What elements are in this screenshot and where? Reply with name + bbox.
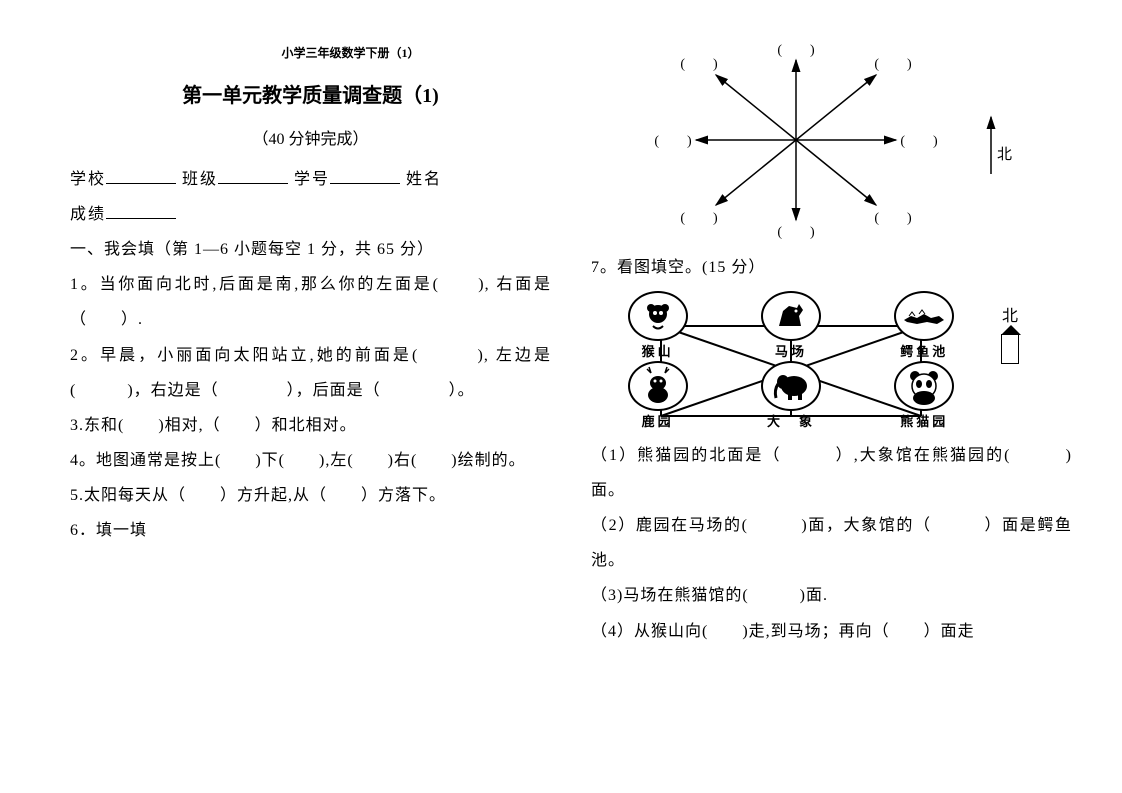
label-class: 班级: [182, 171, 218, 188]
q7-2: （2）鹿园在马场的( )面，大象馆的（ ）面是鳄鱼池。: [591, 508, 1072, 578]
section-1-head: 一、我会填（第 1—6 小题每空 1 分，共 65 分）: [70, 232, 551, 267]
right-column: ( ) ( ) ( ) ( ) ( ) ( ) ( ) ( ) 北 7。看图填空…: [591, 40, 1072, 763]
north-label: 北: [997, 139, 1012, 172]
q7-1: （1）熊猫园的北面是（ ）,大象馆在熊猫园的( )面。: [591, 438, 1072, 508]
svg-text:( ): ( ): [900, 134, 938, 149]
map-north-indicator: 北: [1001, 299, 1019, 364]
label-school: 学校: [70, 171, 106, 188]
map-label-0: 猴山: [642, 343, 674, 361]
question-1: 1。当你面向北时,后面是南,那么你的左面是( ), 右面是（ ）.: [70, 267, 551, 337]
svg-text:( ): ( ): [680, 57, 718, 72]
map-cell-croc: 鳄鱼池: [864, 291, 984, 361]
blank-score[interactable]: [106, 203, 176, 219]
q7-3: （3)马场在熊猫馆的( )面.: [591, 578, 1072, 613]
blank-sid[interactable]: [330, 168, 400, 184]
blank-class[interactable]: [218, 168, 288, 184]
compass-diagram: ( ) ( ) ( ) ( ) ( ) ( ) ( ) ( ) 北: [591, 40, 1072, 240]
map-cell-panda: 熊猫园: [864, 361, 984, 431]
blank-school[interactable]: [106, 168, 176, 184]
compass-svg: ( ) ( ) ( ) ( ) ( ) ( ) ( ) ( ): [651, 40, 941, 240]
question-6: 6．填一填: [70, 513, 551, 548]
svg-text:( ): ( ): [874, 57, 912, 72]
question-5: 5.太阳每天从（ ）方升起,从（ ）方落下。: [70, 478, 551, 513]
north-indicator: 北: [971, 109, 1012, 172]
map-cell-deer: 鹿园: [598, 361, 718, 431]
question-3: 3.东和( )相对,（ ）和北相对。: [70, 408, 551, 443]
question-7-head: 7。看图填空。(15 分）: [591, 250, 1072, 285]
question-4: 4。地图通常是按上( )下( ),左( )右( )绘制的。: [70, 443, 551, 478]
map-label-1: 马场: [775, 343, 807, 361]
label-score: 成绩: [70, 206, 106, 223]
time-limit: （40 分钟完成）: [70, 122, 551, 157]
q7-4: （4）从猴山向( )走,到马场；再向（ ）面走: [591, 614, 1072, 649]
zoo-map: 猴山 马场 鳄鱼池: [591, 291, 1072, 431]
label-sid: 学号: [294, 171, 330, 188]
map-label-4: 大 象: [767, 413, 815, 431]
map-label-3: 鹿园: [642, 413, 674, 431]
svg-text:( ): ( ): [777, 225, 815, 240]
map-cell-monkey: 猴山: [598, 291, 718, 361]
student-info: 学校 班级 学号 姓名: [70, 162, 551, 197]
svg-text:( ): ( ): [874, 211, 912, 226]
svg-text:( ): ( ): [654, 134, 692, 149]
map-label-5: 熊猫园: [900, 413, 948, 431]
map-label-2: 鳄鱼池: [900, 343, 948, 361]
svg-text:( ): ( ): [777, 43, 815, 58]
left-column: 小学三年级数学下册（1） 第一单元教学质量调查题（1) （40 分钟完成） 学校…: [70, 40, 551, 763]
svg-text:( ): ( ): [680, 211, 718, 226]
question-2: 2。早晨，小丽面向太阳站立,她的前面是( ), 左边是( )，右边是（ ），后面…: [70, 338, 551, 408]
page-title: 第一单元教学质量调查题（1): [70, 74, 551, 118]
map-cell-horse: 马场: [731, 291, 851, 361]
label-name: 姓名: [406, 171, 442, 188]
map-cell-elephant: 大 象: [731, 361, 851, 431]
score-line: 成绩: [70, 197, 551, 232]
booklet-header: 小学三年级数学下册（1）: [150, 40, 551, 66]
